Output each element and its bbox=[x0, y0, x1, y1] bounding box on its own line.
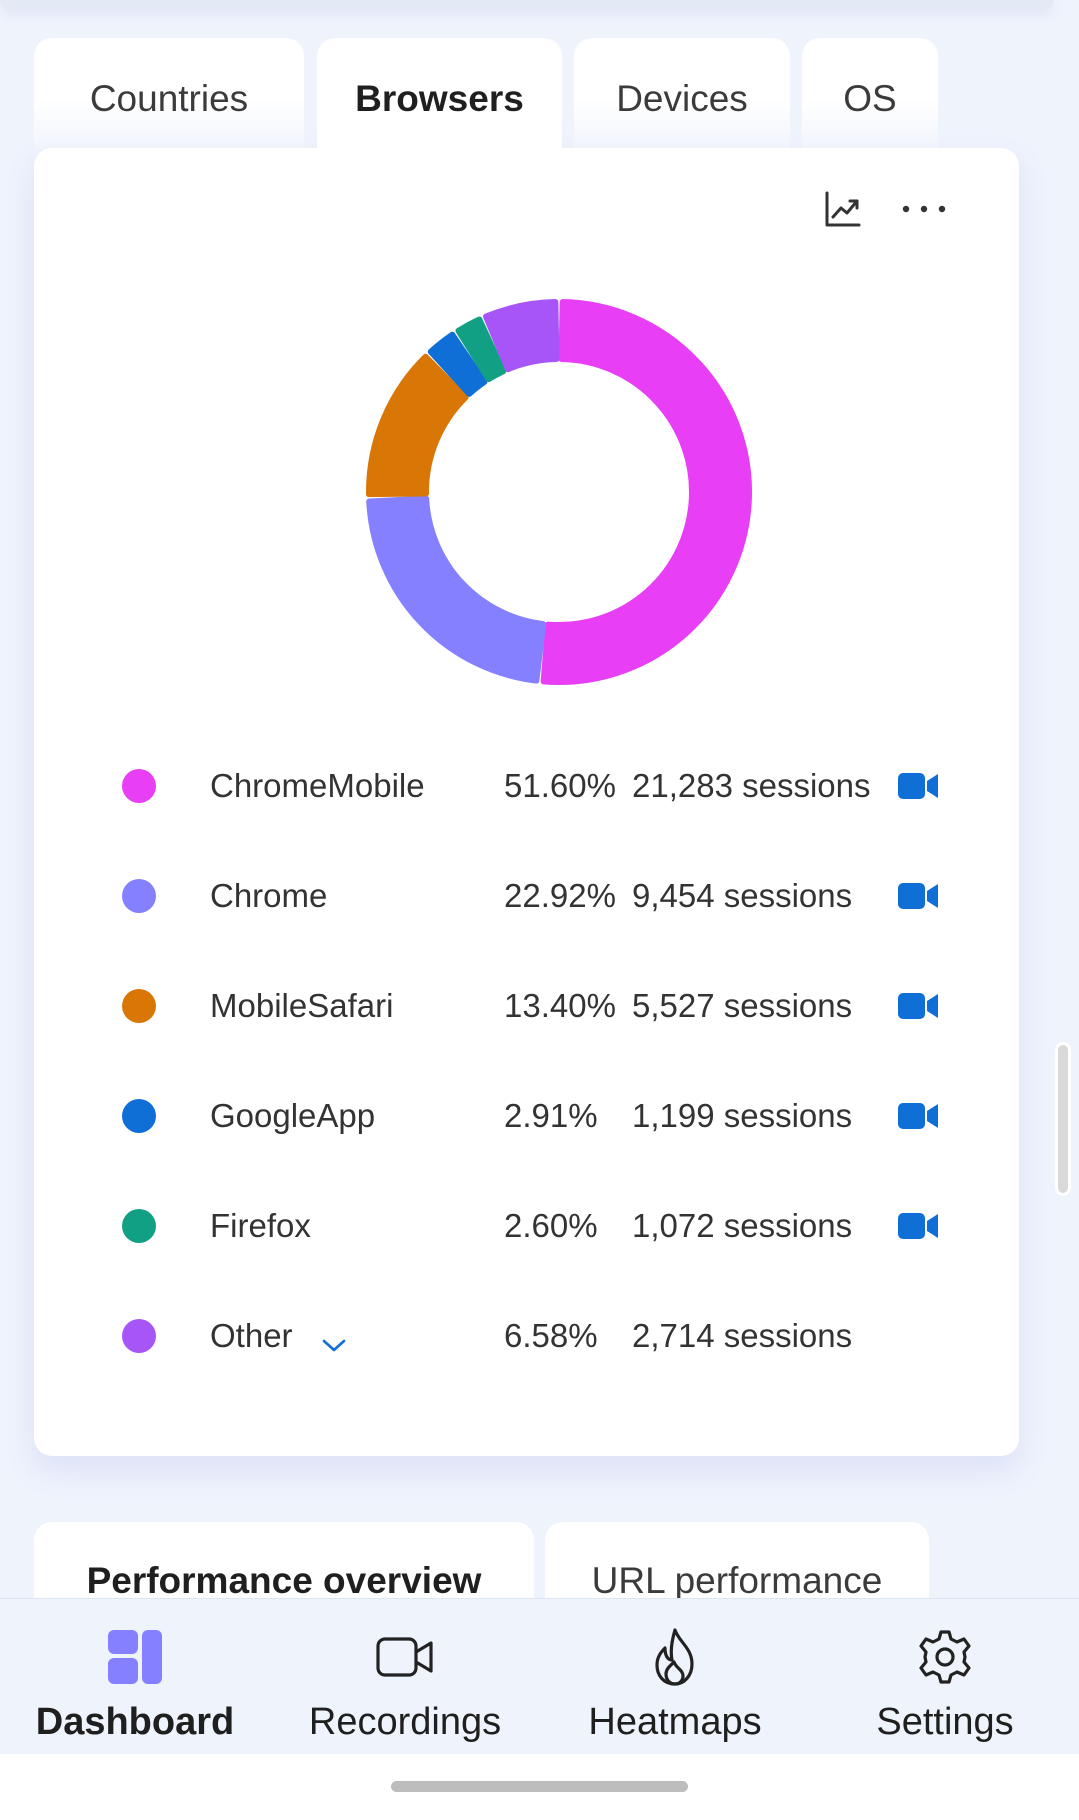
more-options-icon[interactable] bbox=[900, 192, 948, 226]
legend-row-googleapp[interactable]: GoogleApp 2.91% 1,199 sessions bbox=[122, 1086, 952, 1146]
video-camera-icon[interactable] bbox=[898, 770, 938, 802]
tab-os[interactable]: OS bbox=[802, 38, 938, 150]
scrollbar[interactable] bbox=[1055, 1042, 1071, 1196]
gear-icon bbox=[915, 1627, 975, 1687]
legend-name: MobileSafari bbox=[210, 987, 394, 1024]
legend-row-other[interactable]: Other 6.58% 2,714 sessions bbox=[122, 1306, 952, 1366]
system-home-area bbox=[0, 1754, 1079, 1820]
donut-slice-googleapp[interactable] bbox=[427, 331, 488, 397]
legend-dot bbox=[122, 769, 156, 803]
video-camera-icon[interactable] bbox=[898, 880, 938, 912]
trend-chart-icon[interactable] bbox=[820, 186, 866, 232]
tab-browsers[interactable]: Browsers bbox=[317, 38, 562, 158]
donut-slice-chrome[interactable] bbox=[366, 495, 547, 684]
legend-percent: 6.58% bbox=[504, 1317, 598, 1354]
nav-label: Settings bbox=[876, 1701, 1014, 1743]
video-camera-icon[interactable] bbox=[898, 1100, 938, 1132]
nav-dashboard[interactable]: Dashboard bbox=[5, 1599, 265, 1755]
nav-recordings[interactable]: Recordings bbox=[275, 1599, 535, 1755]
nav-label: Heatmaps bbox=[588, 1701, 762, 1743]
legend-dot bbox=[122, 1209, 156, 1243]
legend-row-chromemobile[interactable]: ChromeMobile 51.60% 21,283 sessions bbox=[122, 756, 952, 816]
browsers-card: ChromeMobile 51.60% 21,283 sessions Chro… bbox=[34, 148, 1019, 1456]
tab-countries[interactable]: Countries bbox=[34, 38, 304, 150]
legend-row-mobilesafari[interactable]: MobileSafari 13.40% 5,527 sessions bbox=[122, 976, 952, 1036]
legend-percent: 2.91% bbox=[504, 1097, 598, 1134]
legend-sessions: 21,283 sessions bbox=[632, 767, 871, 804]
video-camera-icon bbox=[375, 1627, 435, 1687]
previous-card-edge bbox=[0, 0, 1054, 10]
chevron-down-icon[interactable] bbox=[318, 1325, 350, 1352]
bottom-navigation: Dashboard Recordings Heatmaps Settings bbox=[0, 1598, 1079, 1755]
legend-sessions: 1,072 sessions bbox=[632, 1207, 853, 1244]
tab-label: Devices bbox=[616, 78, 748, 119]
donut-slice-mobilesafari[interactable] bbox=[366, 353, 469, 498]
nav-settings[interactable]: Settings bbox=[815, 1599, 1075, 1755]
tab-label: Performance overview bbox=[86, 1560, 482, 1601]
legend-sessions: 9,454 sessions bbox=[632, 877, 853, 914]
donut-slice-firefox[interactable] bbox=[455, 316, 507, 383]
legend-row-firefox[interactable]: Firefox 2.60% 1,072 sessions bbox=[122, 1196, 952, 1256]
tab-label: OS bbox=[843, 78, 897, 119]
legend-name: Firefox bbox=[210, 1207, 311, 1244]
legend-dot bbox=[122, 1099, 156, 1133]
legend-name: ChromeMobile bbox=[210, 767, 425, 804]
legend-row-chrome[interactable]: Chrome 22.92% 9,454 sessions bbox=[122, 866, 952, 926]
legend-dot bbox=[122, 1319, 156, 1353]
flame-icon bbox=[645, 1627, 705, 1687]
legend-dot bbox=[122, 989, 156, 1023]
legend-dot bbox=[122, 879, 156, 913]
tab-label: Browsers bbox=[355, 78, 524, 119]
legend-percent: 22.92% bbox=[504, 877, 616, 914]
donut-slice-chromemobile[interactable] bbox=[540, 299, 752, 685]
legend-percent: 2.60% bbox=[504, 1207, 598, 1244]
tab-devices[interactable]: Devices bbox=[574, 38, 790, 150]
home-indicator[interactable] bbox=[391, 1781, 688, 1792]
legend-sessions: 2,714 sessions bbox=[632, 1317, 853, 1354]
legend-name: GoogleApp bbox=[210, 1097, 376, 1134]
browser-donut-chart bbox=[366, 299, 752, 685]
tab-label: URL performance bbox=[591, 1560, 883, 1601]
legend-sessions: 5,527 sessions bbox=[632, 987, 853, 1024]
video-camera-icon[interactable] bbox=[898, 1210, 938, 1242]
legend-name: Other bbox=[210, 1317, 293, 1354]
legend-percent: 13.40% bbox=[504, 987, 616, 1024]
video-camera-icon[interactable] bbox=[898, 990, 938, 1022]
legend-percent: 51.60% bbox=[504, 767, 616, 804]
legend-name: Chrome bbox=[210, 877, 328, 914]
nav-label: Recordings bbox=[308, 1701, 502, 1743]
dashboard-icon bbox=[105, 1627, 165, 1687]
nav-label: Dashboard bbox=[35, 1701, 235, 1743]
tab-label: Countries bbox=[89, 78, 249, 119]
donut-slice-other[interactable] bbox=[483, 299, 560, 373]
legend-sessions: 1,199 sessions bbox=[632, 1097, 853, 1134]
nav-heatmaps[interactable]: Heatmaps bbox=[545, 1599, 805, 1755]
